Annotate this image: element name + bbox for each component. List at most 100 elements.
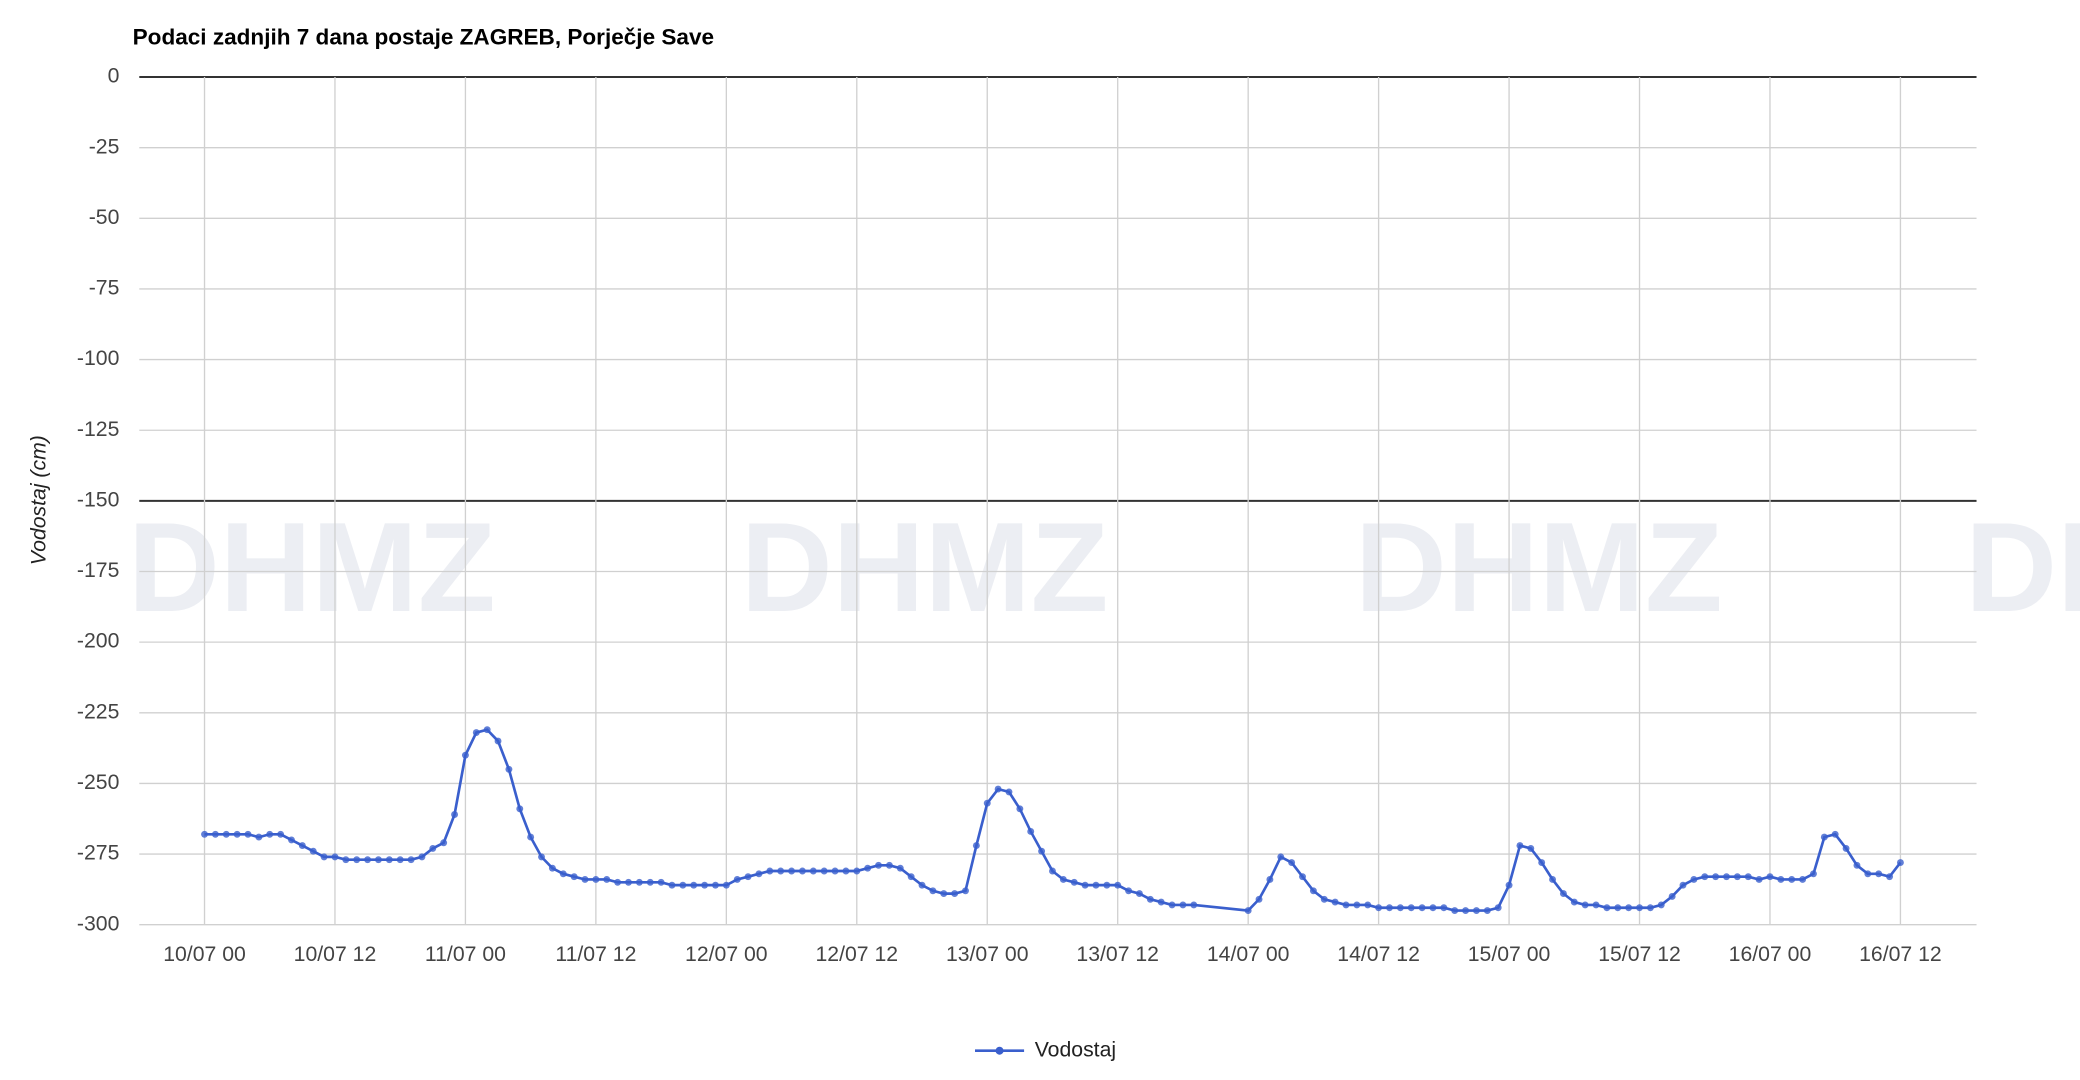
data-point bbox=[385, 856, 393, 864]
data-point bbox=[1712, 873, 1720, 881]
watermark-text: DHMZ bbox=[1355, 496, 1723, 638]
data-point bbox=[320, 853, 328, 861]
data-point bbox=[1353, 901, 1361, 909]
data-point bbox=[1886, 873, 1894, 881]
data-point bbox=[527, 833, 535, 841]
data-point bbox=[244, 830, 252, 838]
data-point bbox=[353, 856, 361, 864]
data-point bbox=[309, 847, 317, 855]
data-point bbox=[429, 844, 437, 852]
data-point bbox=[1549, 876, 1556, 883]
data-point bbox=[1777, 876, 1785, 883]
grid-layer: 0 -25 -50 -75 -100 -125 -150 -175 -200 -225 -250 -2… bbox=[77, 65, 1977, 966]
data-point bbox=[668, 881, 676, 889]
data-point bbox=[233, 830, 241, 838]
data-point bbox=[1288, 859, 1296, 866]
y-tick-label: -225 bbox=[77, 700, 119, 723]
data-point bbox=[733, 876, 741, 883]
data-point bbox=[1516, 842, 1524, 850]
data-point bbox=[1614, 904, 1622, 912]
data-point bbox=[864, 864, 872, 872]
data-point bbox=[1146, 895, 1154, 903]
data-point bbox=[777, 867, 785, 875]
data-point bbox=[657, 878, 665, 886]
data-point bbox=[635, 878, 643, 886]
data-point bbox=[1723, 873, 1730, 881]
data-point bbox=[559, 870, 567, 878]
data-point bbox=[712, 881, 719, 889]
data-point bbox=[1559, 890, 1567, 898]
y-tick-label: -175 bbox=[77, 559, 119, 582]
data-point bbox=[331, 853, 339, 861]
data-point bbox=[1831, 830, 1839, 838]
y-tick-label: -25 bbox=[89, 135, 120, 158]
data-point bbox=[1538, 859, 1546, 866]
data-point bbox=[962, 887, 969, 895]
data-point bbox=[1646, 904, 1654, 912]
data-point bbox=[1896, 859, 1904, 866]
data-point bbox=[1103, 881, 1111, 889]
data-point bbox=[1049, 867, 1056, 875]
x-tick-label: 16/07 12 bbox=[1859, 943, 1942, 966]
legend-label: Vodostaj bbox=[1035, 1038, 1116, 1061]
data-point bbox=[1462, 907, 1470, 915]
data-point bbox=[951, 890, 959, 898]
data-point bbox=[798, 867, 806, 875]
y-tick-label: -200 bbox=[77, 630, 119, 653]
data-point bbox=[1244, 907, 1252, 915]
watermark-text: DHMZ bbox=[741, 496, 1109, 638]
data-point bbox=[1690, 876, 1698, 883]
data-point bbox=[1190, 901, 1198, 909]
data-point bbox=[1299, 873, 1306, 881]
data-point bbox=[1396, 904, 1404, 912]
data-point bbox=[1625, 904, 1633, 912]
data-point bbox=[505, 765, 513, 773]
x-tick-label: 12/07 00 bbox=[685, 943, 768, 966]
data-point bbox=[1092, 881, 1100, 889]
data-point bbox=[1592, 901, 1600, 909]
data-point bbox=[744, 873, 752, 881]
data-point bbox=[885, 861, 893, 869]
data-point bbox=[364, 856, 372, 864]
series-line bbox=[204, 728, 1902, 912]
data-point bbox=[679, 881, 687, 889]
data-point bbox=[472, 729, 480, 737]
y-tick-label: -300 bbox=[77, 912, 119, 935]
data-point bbox=[1603, 904, 1611, 912]
plot-layer bbox=[201, 726, 1904, 915]
data-point bbox=[1255, 895, 1263, 903]
data-point bbox=[1070, 878, 1078, 886]
data-point bbox=[1440, 904, 1448, 912]
y-tick-label: -75 bbox=[89, 277, 120, 300]
data-point bbox=[1636, 904, 1643, 912]
data-point bbox=[266, 830, 274, 838]
data-point bbox=[298, 842, 306, 850]
data-point bbox=[1733, 873, 1741, 881]
x-tick-label: 16/07 00 bbox=[1729, 943, 1812, 966]
x-tick-label: 11/07 00 bbox=[425, 943, 506, 966]
data-point bbox=[896, 864, 904, 872]
data-point bbox=[1168, 901, 1176, 909]
data-point bbox=[1059, 876, 1067, 883]
data-point bbox=[1364, 901, 1372, 909]
x-tick-label: 11/07 12 bbox=[555, 943, 636, 966]
data-point bbox=[1494, 904, 1502, 912]
data-point bbox=[1451, 907, 1459, 915]
data-point bbox=[788, 867, 796, 875]
x-tick-label: 12/07 12 bbox=[815, 943, 898, 966]
data-point bbox=[1766, 873, 1774, 881]
data-point bbox=[646, 878, 654, 886]
y-tick-label: -275 bbox=[77, 842, 119, 865]
data-point bbox=[418, 853, 426, 861]
x-tick-label: 15/07 12 bbox=[1598, 943, 1681, 966]
y-tick-label: 0 bbox=[108, 65, 120, 88]
data-point bbox=[820, 867, 828, 875]
data-point bbox=[907, 873, 915, 881]
data-point bbox=[625, 878, 632, 886]
data-point bbox=[842, 867, 850, 875]
data-point bbox=[690, 881, 698, 889]
data-point bbox=[809, 867, 817, 875]
data-point bbox=[1309, 887, 1317, 895]
data-point bbox=[277, 830, 285, 838]
data-point bbox=[831, 867, 839, 875]
